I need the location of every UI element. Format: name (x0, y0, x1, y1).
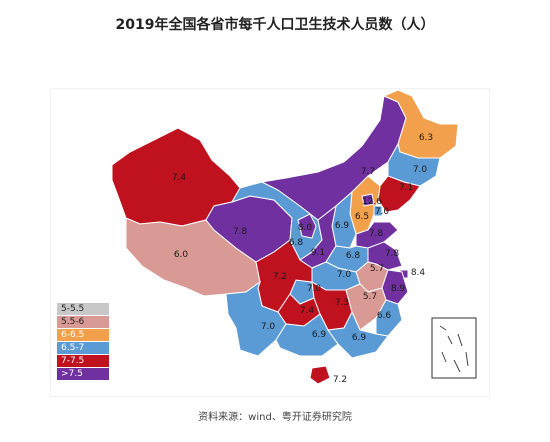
legend-item: 6-6.5 (57, 329, 109, 341)
legend: 5-5.5 5.5-6 6-6.5 6.5-7 7-7.5 >7.5 (57, 303, 109, 381)
label-neimenggu: 7.7 (361, 167, 375, 177)
label-guangxi: 6.9 (312, 330, 327, 340)
label-fujian: 6.6 (377, 311, 392, 321)
label-hebei: 6.5 (355, 212, 369, 222)
label-tibet: 6.0 (174, 250, 189, 260)
label-hunan: 7.3 (335, 298, 349, 308)
region-guangdong[interactable] (327, 310, 389, 359)
inset-islands (439, 325, 469, 373)
label-liaoning: 7.1 (399, 183, 413, 193)
label-jilin: 7.0 (413, 165, 428, 175)
region-heilongjiang[interactable] (382, 89, 459, 159)
label-heilongjiang: 6.3 (419, 133, 433, 143)
source-note: 资料来源：wind、粤开证券研究院 (198, 412, 352, 423)
label-guizhou: 7.4 (300, 306, 315, 316)
label-yunnan: 7.0 (261, 322, 276, 332)
label-hubei: 7.0 (337, 270, 352, 280)
label-qinghai: 7.8 (233, 227, 248, 237)
label-guangdong: 6.9 (352, 333, 367, 343)
label-shanxi: 6.9 (335, 221, 350, 231)
label-shandong: 7.8 (369, 229, 384, 239)
label-gansu: 6.8 (289, 238, 304, 248)
label-jiangxi: 5.7 (363, 292, 377, 302)
legend-item: 5-5.5 (57, 303, 109, 315)
label-ningxia: 8.0 (298, 223, 313, 233)
legend-item: 5.5-6 (57, 316, 109, 328)
legend-item: 7-7.5 (57, 355, 109, 367)
region-jilin[interactable] (387, 142, 441, 187)
legend-item: >7.5 (57, 368, 109, 380)
label-chongqing: 7.0 (307, 284, 322, 294)
region-ningxia[interactable] (297, 213, 317, 239)
label-shaanxi: 9.1 (311, 248, 325, 258)
label-zhejiang: 8.9 (391, 284, 406, 294)
label-beijing: 12.6 (362, 197, 382, 207)
label-xinjiang: 7.4 (172, 173, 187, 183)
label-henan: 6.8 (346, 251, 361, 261)
label-anhui: 5.7 (370, 264, 384, 274)
chart-title: 2019年全国各省市每千人口卫生技术人员数（人） (115, 17, 435, 33)
south-china-sea-inset (431, 317, 477, 379)
label-shanghai: 8.4 (411, 268, 426, 278)
region-beijing[interactable] (361, 193, 375, 207)
region-guangxi[interactable] (275, 313, 339, 357)
label-hainan: 7.2 (333, 375, 347, 385)
label-tianjin: 7.0 (375, 207, 390, 217)
legend-item: 6.5-7 (57, 342, 109, 354)
label-jiangsu: 7.8 (385, 249, 400, 259)
label-sichuan: 7.2 (273, 272, 287, 282)
region-tianjin[interactable] (373, 205, 383, 217)
region-hainan[interactable] (309, 365, 331, 385)
